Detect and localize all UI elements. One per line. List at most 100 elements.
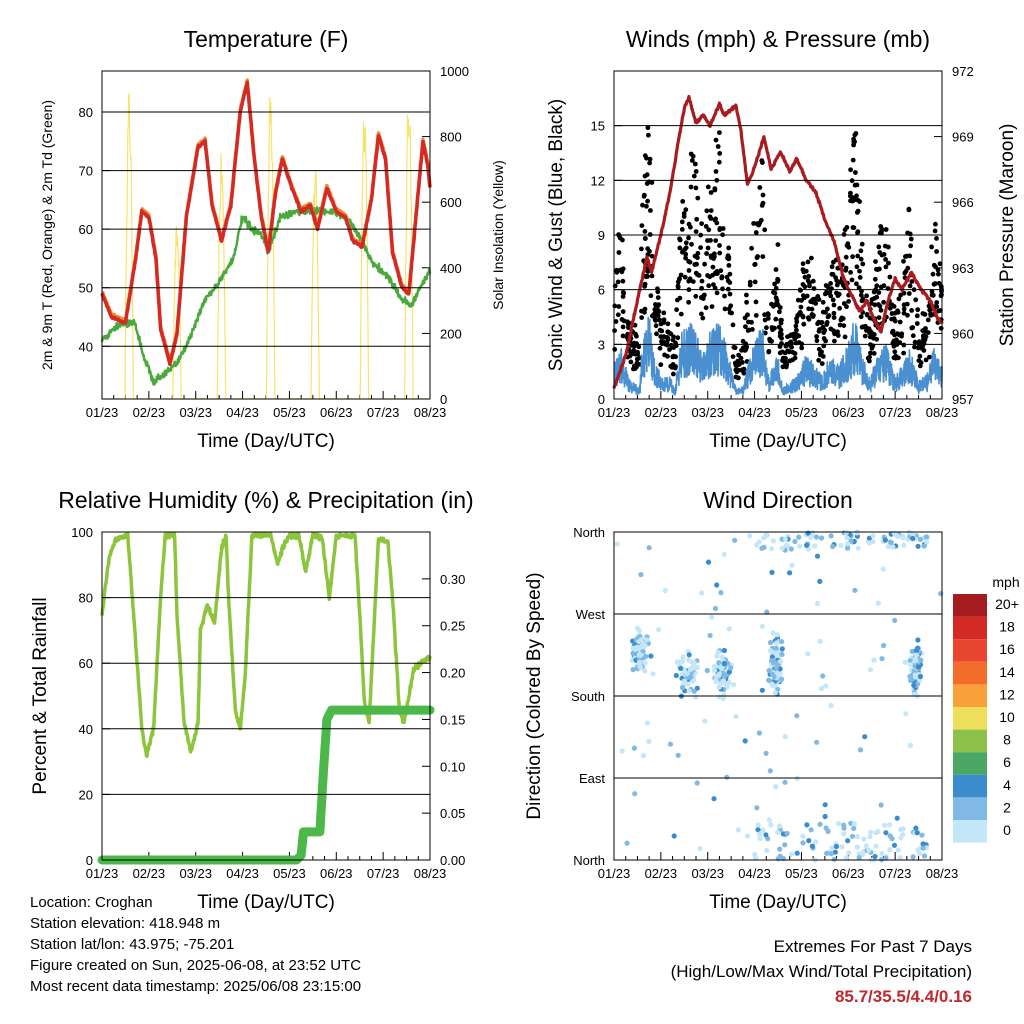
gust-point bbox=[712, 187, 718, 193]
gust-point bbox=[708, 253, 714, 259]
gust-point bbox=[901, 350, 906, 356]
gust-point bbox=[659, 339, 664, 344]
direction-point bbox=[712, 605, 719, 612]
direction-point bbox=[679, 685, 686, 691]
gust-point bbox=[749, 245, 754, 251]
gust-point bbox=[694, 216, 700, 222]
gust-point bbox=[794, 319, 800, 325]
direction-point bbox=[778, 658, 784, 664]
direction-point bbox=[707, 632, 713, 639]
direction-point bbox=[897, 855, 903, 861]
gust-point bbox=[920, 340, 926, 346]
gust-point bbox=[773, 267, 779, 272]
gust-point bbox=[700, 315, 706, 321]
colorbar-label: 6 bbox=[1003, 754, 1011, 770]
direction-point bbox=[789, 562, 795, 568]
gust-point bbox=[830, 297, 836, 303]
plot-frame bbox=[101, 531, 431, 861]
left-tick-label: 50 bbox=[79, 281, 93, 296]
direction-point bbox=[878, 802, 884, 808]
gust-point bbox=[912, 344, 917, 350]
direction-point bbox=[764, 847, 770, 854]
direction-point bbox=[766, 668, 772, 674]
gust-point bbox=[655, 286, 660, 292]
gust-point bbox=[635, 349, 640, 355]
gust-point bbox=[745, 328, 751, 333]
gust-point bbox=[830, 272, 836, 277]
gust-point bbox=[742, 315, 748, 321]
gust-point bbox=[869, 297, 875, 302]
gust-point bbox=[880, 227, 885, 233]
gust-point bbox=[796, 333, 802, 339]
gust-point bbox=[615, 279, 621, 285]
gust-point bbox=[750, 327, 755, 332]
gust-point bbox=[757, 185, 763, 190]
direction-point bbox=[915, 637, 921, 643]
direction-point bbox=[766, 817, 773, 823]
direction-point bbox=[873, 843, 879, 849]
colorbar-swatch bbox=[953, 594, 987, 617]
extremes-values: 85.7/35.5/4.4/0.16 bbox=[834, 987, 972, 1006]
left-tick-label: 20 bbox=[79, 787, 93, 802]
direction-point bbox=[891, 842, 898, 848]
gust-point bbox=[876, 244, 882, 250]
gust-point bbox=[709, 304, 715, 309]
gust-point bbox=[921, 348, 927, 353]
gust-point bbox=[642, 229, 648, 234]
winds-panel: 01/23 02/23 03/23 04/23 05/23 06/23 07/23 08/23… bbox=[546, 26, 1018, 452]
gust-point bbox=[689, 241, 694, 247]
direction-point bbox=[836, 821, 842, 827]
direction-point bbox=[720, 678, 727, 684]
direction-point bbox=[726, 669, 733, 675]
direction-point bbox=[900, 826, 907, 832]
direction-point bbox=[917, 851, 923, 857]
gust-point bbox=[694, 261, 699, 267]
direction-point bbox=[828, 533, 834, 539]
direction-point bbox=[913, 648, 920, 654]
gust-point bbox=[846, 299, 851, 304]
gust-point bbox=[705, 273, 710, 278]
direction-point bbox=[817, 578, 823, 585]
gust-point bbox=[937, 261, 943, 267]
direction-point bbox=[854, 834, 861, 840]
gust-point bbox=[717, 130, 722, 136]
x-tick-label: 08/23 bbox=[926, 866, 959, 881]
gust-point bbox=[835, 333, 841, 338]
gust-point bbox=[705, 245, 711, 251]
direction-point bbox=[685, 657, 692, 663]
direction-point bbox=[910, 535, 916, 542]
direction-point bbox=[637, 659, 643, 666]
gust-point bbox=[849, 195, 855, 200]
direction-point bbox=[890, 544, 896, 550]
gust-point bbox=[705, 184, 711, 190]
gust-point bbox=[925, 330, 931, 335]
direction-point bbox=[808, 827, 814, 833]
gust-point bbox=[765, 316, 771, 321]
gust-point bbox=[648, 208, 653, 213]
gust-point bbox=[718, 268, 724, 274]
direction-point bbox=[887, 833, 893, 839]
gust-point bbox=[853, 170, 858, 175]
gust-point bbox=[741, 366, 747, 372]
gust-point bbox=[639, 246, 644, 252]
gust-point bbox=[810, 278, 816, 284]
gust-point bbox=[699, 278, 705, 284]
gust-point bbox=[680, 199, 686, 204]
direction-point bbox=[915, 543, 921, 549]
gust-point bbox=[727, 291, 733, 297]
gust-point bbox=[657, 345, 663, 351]
direction-point bbox=[838, 542, 844, 548]
gust-point bbox=[740, 338, 746, 344]
right-tick-label: 960 bbox=[952, 326, 974, 341]
gust-point bbox=[612, 328, 617, 333]
x-axis-label: Time (Day/UTC) bbox=[709, 431, 847, 452]
direction-point bbox=[805, 651, 811, 657]
gust-point bbox=[796, 340, 802, 345]
gust-point bbox=[831, 315, 837, 320]
x-tick-label: 01/23 bbox=[598, 866, 631, 881]
x-tick-label: 03/23 bbox=[179, 866, 212, 881]
gust-point bbox=[689, 158, 695, 163]
direction-point bbox=[764, 609, 770, 615]
gust-point bbox=[892, 349, 898, 355]
gust-point bbox=[877, 250, 883, 255]
